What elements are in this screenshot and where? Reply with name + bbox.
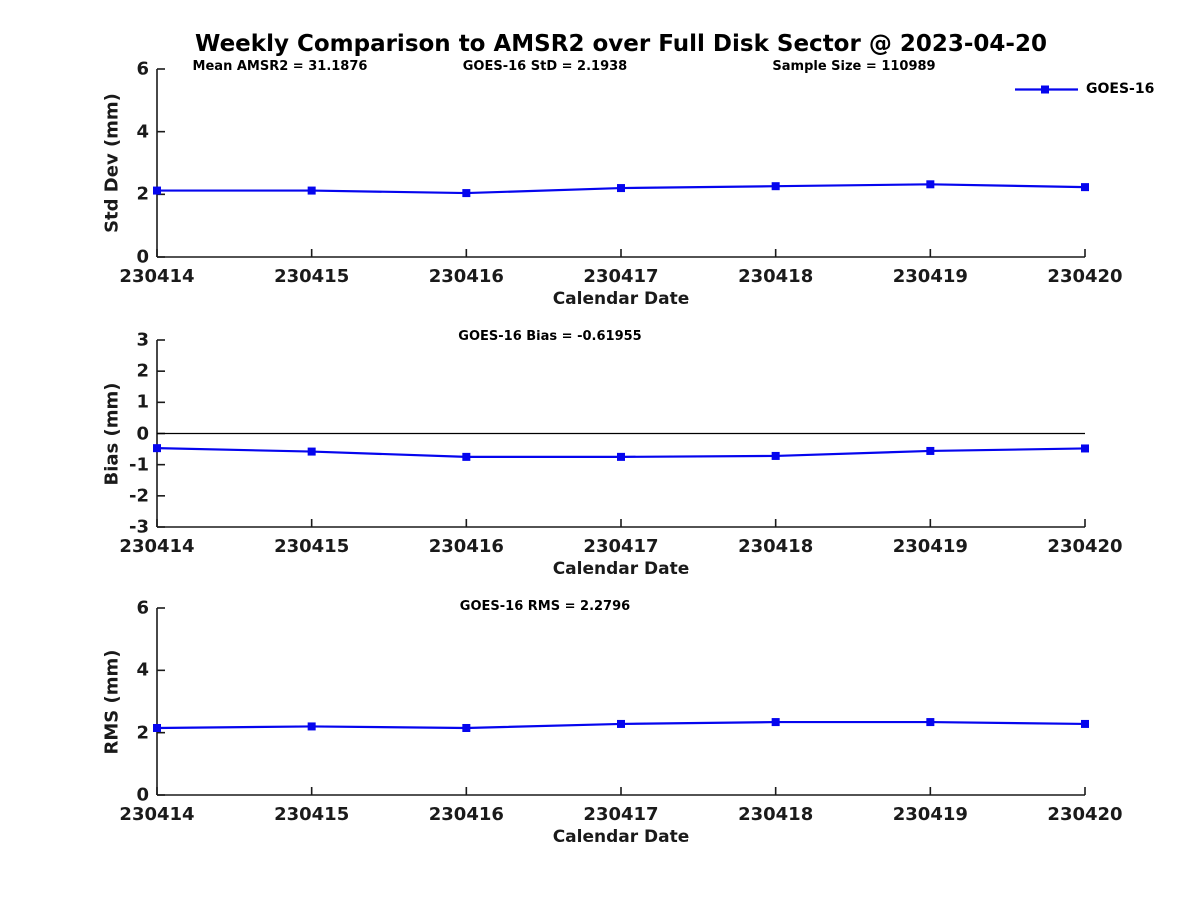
x-tick-label: 230414	[119, 536, 195, 557]
series-marker-goes-16	[1081, 183, 1089, 192]
x-tick-label: 230415	[274, 804, 350, 825]
series-marker-goes-16	[153, 186, 161, 195]
series-marker-goes-16	[1081, 719, 1089, 728]
series-marker-goes-16	[617, 719, 625, 728]
x-tick-label: 230415	[274, 266, 350, 287]
x-tick-label: 230419	[892, 804, 968, 825]
series-marker-goes-16	[771, 451, 780, 460]
y-axis-label: Std Dev (mm)	[101, 93, 123, 233]
y-tick-label: 2	[136, 722, 149, 744]
y-tick-label: 0	[136, 246, 149, 268]
x-axis-label: Calendar Date	[552, 289, 690, 309]
series-marker-goes-16	[307, 722, 316, 731]
x-tick-label: 230415	[274, 536, 350, 557]
series-marker-goes-16	[462, 452, 471, 461]
x-tick-label: 230416	[428, 536, 504, 557]
x-tick-label: 230420	[1047, 266, 1123, 287]
y-tick-label: 0	[136, 784, 149, 806]
legend-marker	[1041, 85, 1049, 94]
series-marker-goes-16	[462, 189, 471, 198]
x-axis-label: Calendar Date	[552, 827, 690, 847]
y-tick-label: 4	[136, 659, 149, 681]
x-tick-label: 230418	[738, 804, 814, 825]
y-tick-label: 2	[136, 360, 149, 382]
x-tick-label: 230420	[1047, 804, 1123, 825]
y-tick-label: 4	[136, 121, 149, 143]
series-marker-goes-16	[771, 718, 780, 727]
y-tick-label: -3	[129, 516, 149, 538]
figure-title: Weekly Comparison to AMSR2 over Full Dis…	[195, 31, 1047, 57]
series-marker-goes-16	[307, 186, 316, 195]
series-marker-goes-16	[771, 182, 780, 191]
series-marker-goes-16	[153, 723, 161, 732]
series-marker-goes-16	[1081, 444, 1089, 453]
y-axis-label: RMS (mm)	[101, 649, 123, 754]
y-tick-label: 6	[136, 58, 149, 80]
series-marker-goes-16	[617, 452, 625, 461]
y-tick-label: 0	[136, 423, 149, 444]
x-tick-label: 230414	[119, 266, 195, 287]
series-marker-goes-16	[617, 184, 625, 193]
legend-label: GOES-16	[1086, 81, 1155, 97]
x-tick-label: 230418	[738, 536, 814, 557]
series-marker-goes-16	[926, 180, 935, 189]
chart-annotation: GOES-16 Bias = -0.61955	[458, 329, 642, 344]
series-marker-goes-16	[926, 718, 935, 727]
x-tick-label: 230414	[119, 804, 195, 825]
x-axis-label: Calendar Date	[552, 559, 690, 579]
series-marker-goes-16	[462, 723, 471, 732]
x-tick-label: 230417	[583, 804, 659, 825]
y-tick-label: 3	[136, 329, 149, 351]
series-marker-goes-16	[307, 447, 316, 456]
y-tick-label: -1	[129, 454, 149, 476]
y-tick-label: -2	[129, 485, 149, 507]
x-tick-label: 230419	[892, 266, 968, 287]
x-tick-label: 230417	[583, 536, 659, 557]
x-tick-label: 230418	[738, 266, 814, 287]
series-marker-goes-16	[926, 446, 935, 455]
chart-annotation: Sample Size = 110989	[772, 59, 936, 74]
x-tick-label: 230419	[892, 536, 968, 557]
x-tick-label: 230416	[428, 266, 504, 287]
y-tick-label: 2	[136, 183, 149, 205]
series-marker-goes-16	[153, 444, 161, 453]
y-tick-label: 1	[136, 391, 149, 413]
x-tick-label: 230420	[1047, 536, 1123, 557]
y-axis-label: Bias (mm)	[101, 382, 123, 485]
chart-annotation: GOES-16 StD = 2.1938	[462, 59, 628, 74]
x-tick-label: 230417	[583, 266, 659, 287]
x-tick-label: 230416	[428, 804, 504, 825]
chart-annotation: Mean AMSR2 = 31.1876	[192, 59, 368, 74]
y-tick-label: 6	[136, 597, 149, 619]
chart-annotation: GOES-16 RMS = 2.2796	[459, 599, 631, 614]
